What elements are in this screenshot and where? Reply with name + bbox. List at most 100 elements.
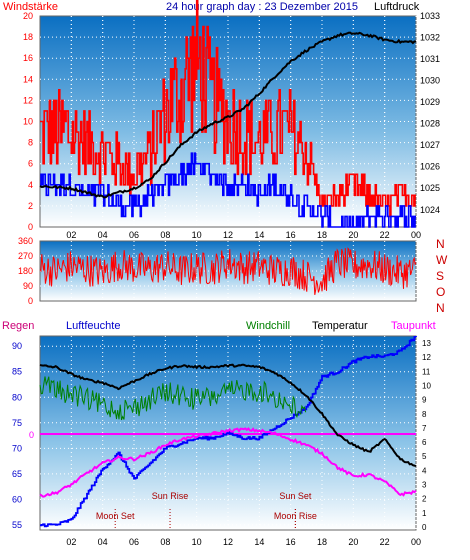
pressure-tick-label: 1024 [420, 205, 440, 215]
temperature-tick-label: 9 [422, 396, 427, 405]
wind-tick-label: 12 [23, 95, 33, 105]
event-label: Sun Rise [152, 491, 189, 501]
windchill-line [39, 376, 307, 421]
compass-label: N [436, 301, 445, 315]
pressure-tick-label: 1033 [420, 11, 440, 21]
humidity-axis-title: Luftfeuchte [66, 320, 120, 332]
temp-x-tick-label: 10 [192, 537, 202, 547]
wind-x-tick-label: 02 [66, 230, 76, 240]
wind-tick-label: 20 [23, 11, 33, 21]
pressure-tick-label: 1031 [420, 54, 440, 64]
temperature-tick-label: 11 [422, 367, 431, 376]
temperature-tick-label: 8 [422, 410, 427, 419]
wind-x-tick-label: 08 [160, 230, 170, 240]
pressure-tick-label: 1025 [420, 183, 440, 193]
temperature-tick-label: 6 [422, 438, 427, 447]
temp-x-tick-label: 14 [254, 537, 264, 547]
compass-label: W [436, 253, 448, 267]
rain-axis-title: Regen [2, 320, 34, 332]
wind-tick-label: 14 [23, 74, 33, 84]
temperature-tick-label: 12 [422, 353, 431, 362]
temp-x-tick-label: 18 [317, 537, 327, 547]
compass-label: N [436, 237, 445, 251]
temperature-tick-label: 4 [422, 466, 427, 475]
wind-tick-label: 8 [28, 138, 33, 148]
direction-tick-label: 180 [18, 266, 33, 276]
wind-tick-label: 4 [28, 180, 33, 190]
wind-x-tick-label: 16 [286, 230, 296, 240]
temp-x-tick-label: 00 [411, 537, 421, 547]
direction-tick-label: 360 [18, 236, 33, 246]
wind-tick-label: 0 [28, 222, 33, 232]
chart-title: 24 hour graph day : 23 Dezember 2015 [166, 1, 358, 13]
temperature-tick-label: 0 [422, 523, 427, 532]
temperature-label: Temperatur [312, 320, 368, 332]
wind-tick-label: 2 [28, 201, 33, 211]
pressure-tick-label: 1026 [420, 162, 440, 172]
temp-x-tick-label: 08 [160, 537, 170, 547]
temp-x-tick-label: 20 [348, 537, 358, 547]
wind-x-tick-label: 10 [192, 230, 202, 240]
wind-x-tick-label: 22 [380, 230, 390, 240]
dewpoint-label: Taupunkt [391, 320, 436, 332]
humidity-tick-label: 85 [12, 367, 22, 377]
temp-x-tick-label: 12 [223, 537, 233, 547]
wind-speed-line [40, 0, 416, 218]
compass-label: S [436, 269, 444, 283]
wind-tick-label: 18 [23, 32, 33, 42]
event-label: Sun Set [279, 491, 312, 501]
temp-x-tick-label: 02 [66, 537, 76, 547]
temperature-tick-label: 7 [422, 424, 427, 433]
wind-x-tick-label: 14 [254, 230, 264, 240]
pressure-tick-label: 1028 [420, 119, 440, 129]
humidity-tick-label: 60 [12, 494, 22, 504]
wind-x-tick-label: 00 [411, 230, 421, 240]
compass-label: O [436, 285, 445, 299]
humidity-tick-label: 55 [12, 520, 22, 530]
humidity-tick-label: 90 [12, 341, 22, 351]
temp-x-tick-label: 22 [380, 537, 390, 547]
wind-axis-title: Windstärke [3, 1, 58, 13]
wind-tick-label: 6 [28, 159, 33, 169]
temp-x-tick-label: 06 [129, 537, 139, 547]
humidity-tick-label: 80 [12, 392, 22, 402]
temperature-tick-label: 13 [422, 339, 431, 348]
temperature-tick-label: 10 [422, 381, 431, 390]
pressure-tick-label: 1032 [420, 33, 440, 43]
temperature-tick-label: 3 [422, 481, 427, 490]
wind-x-tick-label: 12 [223, 230, 233, 240]
pressure-tick-label: 1027 [420, 140, 440, 150]
temp-x-tick-label: 04 [98, 537, 108, 547]
humidity-line [40, 336, 417, 528]
marks-layer [39, 0, 417, 530]
wind-x-tick-label: 18 [317, 230, 327, 240]
humidity-tick-label: 65 [12, 469, 22, 479]
humidity-tick-label: 75 [12, 418, 22, 428]
wind-gust-line [40, 152, 416, 228]
temp-x-tick-label: 16 [286, 537, 296, 547]
wind-tick-label: 10 [23, 117, 33, 127]
pressure-tick-label: 1029 [420, 97, 440, 107]
windchill-label: Windchill [246, 320, 290, 332]
rain-value-label: 0 [29, 430, 34, 440]
dewpoint-line [39, 427, 417, 498]
direction-tick-label: 270 [18, 251, 33, 261]
pressure-axis-title: Luftdruck [374, 1, 420, 13]
pressure-tick-label: 1030 [420, 76, 440, 86]
wind-x-tick-label: 06 [129, 230, 139, 240]
wind-direction-line [39, 246, 417, 295]
direction-tick-label: 90 [23, 281, 33, 291]
wind-x-tick-label: 04 [98, 230, 108, 240]
humidity-tick-label: 70 [12, 443, 22, 453]
temperature-tick-label: 5 [422, 452, 427, 461]
wind-x-tick-label: 20 [348, 230, 358, 240]
axis-layer: 0246810121416182010241025102610271028102… [12, 11, 448, 547]
pressure-line [39, 31, 417, 199]
wind-tick-label: 16 [23, 53, 33, 63]
temperature-tick-label: 1 [422, 509, 427, 518]
temperature-line [39, 363, 417, 468]
temperature-tick-label: 2 [422, 495, 427, 504]
direction-tick-label: 0 [28, 296, 33, 306]
